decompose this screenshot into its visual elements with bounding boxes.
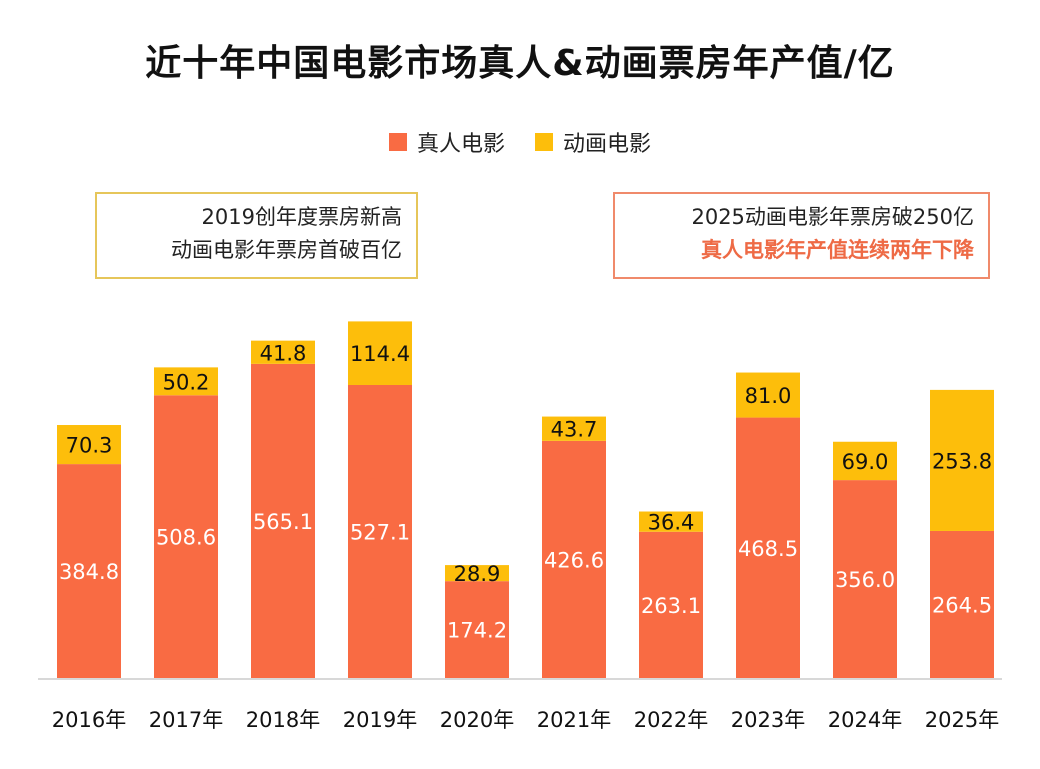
- annotation-2019: 2019创年度票房新高 动画电影年票房首破百亿: [95, 192, 418, 279]
- bar-live-action-4: [445, 581, 509, 678]
- value-label-live-action-8: 356.0: [835, 568, 895, 592]
- value-label-live-action-9: 264.5: [932, 593, 992, 617]
- x-tick-label-1: 2017年: [149, 708, 223, 732]
- value-label-animation-7: 81.0: [745, 384, 792, 408]
- x-tick-label-9: 2025年: [925, 708, 999, 732]
- x-tick-label-3: 2019年: [343, 708, 417, 732]
- bar-animation-4: [445, 565, 509, 582]
- bar-live-action-8: [833, 480, 897, 678]
- annotation-2019-line1: 2019创年度票房新高: [201, 205, 402, 229]
- bar-animation-3: [348, 321, 412, 385]
- bar-animation-1: [154, 367, 218, 396]
- value-label-animation-3: 114.4: [350, 342, 410, 366]
- legend-swatch-animation: [535, 133, 553, 151]
- value-label-animation-0: 70.3: [66, 434, 113, 458]
- bar-animation-9: [930, 389, 994, 531]
- x-tick-label-2: 2018年: [246, 708, 320, 732]
- annotation-2025-line1: 2025动画电影年票房破250亿: [691, 205, 974, 229]
- x-tick-label-0: 2016年: [52, 708, 126, 732]
- x-tick-label-8: 2024年: [828, 708, 902, 732]
- bar-animation-6: [639, 511, 703, 532]
- legend-label-live-action: 真人电影: [416, 132, 505, 157]
- x-tick-label-4: 2020年: [440, 708, 514, 732]
- value-label-live-action-1: 508.6: [156, 526, 216, 550]
- value-label-live-action-2: 565.1: [253, 510, 313, 534]
- x-tick-label-6: 2022年: [634, 708, 708, 732]
- bar-live-action-3: [348, 384, 412, 678]
- chart-title: 近十年中国电影市场真人&动画票房年产值/亿: [145, 43, 895, 84]
- bar-live-action-7: [736, 417, 800, 678]
- bar-live-action-9: [930, 530, 994, 678]
- value-label-animation-4: 28.9: [454, 562, 501, 586]
- value-label-live-action-7: 468.5: [738, 537, 798, 561]
- bar-animation-0: [57, 425, 121, 465]
- annotation-2025: 2025动画电影年票房破250亿 真人电影年产值连续两年下降: [613, 192, 990, 279]
- value-label-live-action-6: 263.1: [641, 594, 701, 618]
- legend-label-animation: 动画电影: [563, 132, 652, 157]
- x-tick-label-5: 2021年: [537, 708, 611, 732]
- value-label-live-action-4: 174.2: [447, 619, 507, 643]
- legend-swatch-live-action: [388, 133, 407, 151]
- value-label-live-action-3: 527.1: [350, 520, 410, 544]
- value-label-animation-8: 69.0: [842, 450, 889, 474]
- value-label-animation-9: 253.8: [932, 449, 992, 473]
- bar-live-action-1: [154, 395, 218, 678]
- value-label-animation-2: 41.8: [260, 341, 307, 365]
- bar-animation-7: [736, 372, 800, 418]
- legend-item-animation: 动画电影: [535, 126, 651, 158]
- value-label-animation-5: 43.7: [551, 418, 598, 442]
- bar-live-action-6: [639, 531, 703, 678]
- annotation-2019-line2: 动画电影年票房首破百亿: [171, 238, 402, 262]
- bar-animation-2: [251, 340, 315, 364]
- x-tick-label-7: 2023年: [731, 708, 805, 732]
- value-label-animation-6: 36.4: [648, 511, 695, 535]
- value-label-animation-1: 50.2: [163, 370, 210, 394]
- annotation-2025-line2: 真人电影年产值连续两年下降: [701, 238, 974, 262]
- legend: 真人电影 动画电影: [0, 126, 1040, 158]
- bar-live-action-0: [57, 464, 121, 678]
- bar-animation-8: [833, 441, 897, 481]
- value-label-live-action-0: 384.8: [59, 560, 119, 584]
- value-label-live-action-5: 426.6: [544, 548, 604, 572]
- bar-live-action-5: [542, 440, 606, 678]
- bar-animation-5: [542, 416, 606, 441]
- legend-item-live-action: 真人电影: [388, 126, 505, 158]
- bar-live-action-2: [251, 363, 315, 678]
